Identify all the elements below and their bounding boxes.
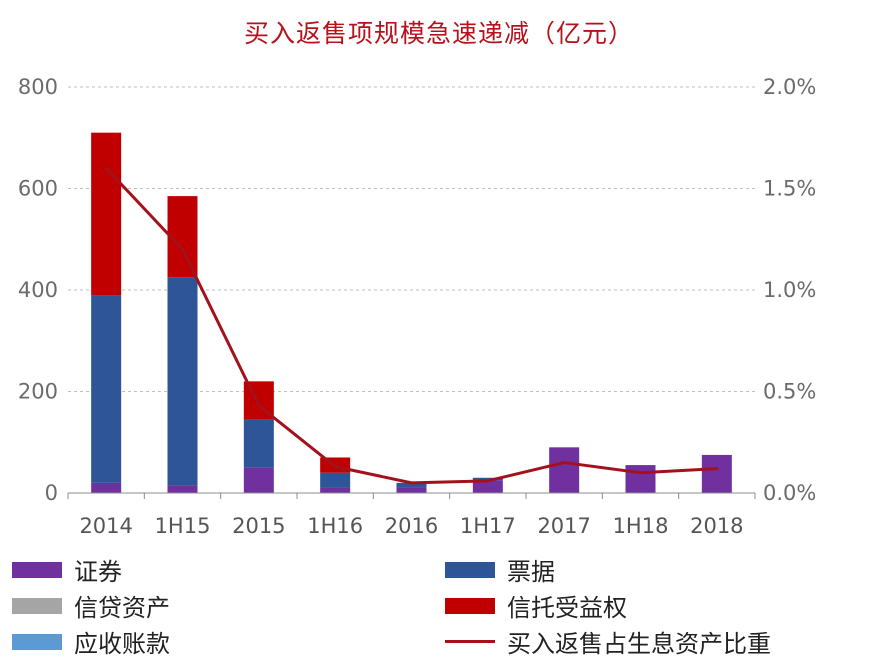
legend-label: 票据 [507,558,555,586]
legend-swatch-bills [445,561,495,578]
legend-swatch-trust [445,597,495,614]
bar-segment [167,277,198,486]
y-right-tick-label: 0.5% [763,380,816,404]
legend-item-ratio: 买入返售占生息资产比重 [445,624,771,659]
bar-segment [625,465,656,493]
ratio-series-line [104,166,719,485]
legend-item-securities: 证券 [12,552,122,587]
bar-segment [320,472,351,488]
y-left-tick-label: 200 [18,380,58,404]
x-tick-label: 1H15 [155,514,211,538]
legend-item-receivables: 应收账款 [12,624,170,659]
x-tick-label: 2016 [385,514,438,538]
bar-segment [396,482,427,488]
legend-item-trust: 信托受益权 [445,588,627,623]
x-tick-label: 2015 [232,514,285,538]
bar-segment [549,447,580,493]
legend-swatch-securities [12,561,62,578]
chart-plot: 0 200 400 600 800 0.0% 0.5% 1.0% 1.5% 2.0% 2014 1H1… [18,75,816,538]
legend-label: 证券 [74,558,122,586]
y-left-tick-label: 0 [45,481,58,505]
legend-label: 信托受益权 [507,594,627,622]
legend-label: 买入返售占生息资产比重 [507,630,771,658]
bar-segment [91,132,122,296]
bar-segment [396,487,427,493]
y-right-tick-label: 2.0% [763,75,816,99]
bar-segment [320,487,351,493]
y-left-tick-label: 600 [18,177,58,201]
x-tick-label: 1H16 [307,514,363,538]
axes [67,492,756,499]
bar-segment [91,295,122,483]
y-left-tick-label: 800 [18,75,58,99]
bars [91,132,732,493]
tick-labels: 0 200 400 600 800 0.0% 0.5% 1.0% 1.5% 2.0% 2014 1H1… [18,75,816,538]
legend: 证券 信贷资产 应收账款 票据 信托受益权 买入返售占生息资产比重 [0,546,878,666]
bar-segment [243,419,274,468]
legend-swatch-credit-assets [12,597,62,614]
x-tick-label: 1H18 [613,514,669,538]
bar-segment [91,482,122,493]
bar-segment [243,467,274,493]
legend-swatch-receivables [12,633,62,650]
bar-segment [472,477,503,481]
chart-title: 买入返售项规模急速递减（亿元） [243,19,634,48]
bar-segment [472,480,503,493]
y-right-tick-label: 0.0% [763,481,816,505]
bar-segment [701,454,732,493]
legend-label: 信贷资产 [74,594,170,622]
x-tick-label: 2018 [690,514,743,538]
x-tick-label: 2017 [537,514,590,538]
x-tick-label: 2014 [79,514,132,538]
x-tick-label: 1H17 [460,514,516,538]
y-left-tick-label: 400 [18,278,58,302]
legend-item-bills: 票据 [445,552,555,587]
y-right-tick-label: 1.0% [763,278,816,302]
ratio-line [104,166,719,485]
legend-label: 应收账款 [74,630,170,658]
bar-segment [167,485,198,493]
legend-item-credit-assets: 信贷资产 [12,588,170,623]
legend-swatch-ratio [445,640,495,643]
y-right-tick-label: 1.5% [763,177,816,201]
